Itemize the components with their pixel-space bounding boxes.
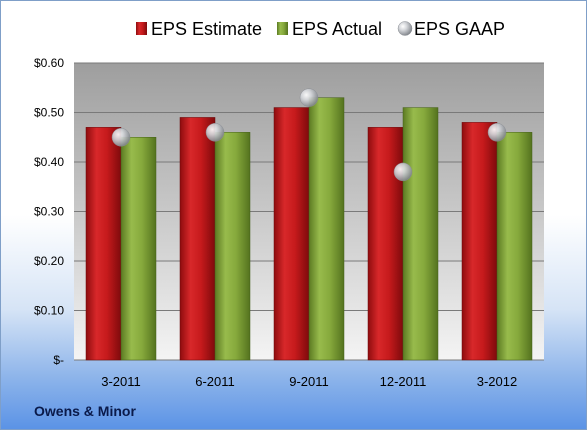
bar-eps-estimate xyxy=(461,122,498,361)
y-tick-label: $0.50 xyxy=(34,106,64,120)
point-eps-gaap xyxy=(111,128,131,147)
y-tick-label: $0.20 xyxy=(34,254,64,268)
bar-eps-actual xyxy=(496,132,533,361)
x-tick-label: 6-2011 xyxy=(195,374,235,389)
y-tick-label: $0.40 xyxy=(34,155,64,169)
legend-label: EPS Actual xyxy=(292,19,382,39)
y-tick-label: $0.10 xyxy=(34,304,64,318)
legend-label: EPS Estimate xyxy=(151,19,262,39)
legend: EPS Estimate EPS Actual EPS GAAP xyxy=(136,19,505,39)
point-eps-gaap xyxy=(299,88,319,107)
point-eps-gaap xyxy=(393,162,413,182)
point-eps-gaap xyxy=(205,123,225,142)
x-tick-label: 3-2011 xyxy=(101,374,141,389)
legend-swatch xyxy=(397,21,413,36)
y-tick-label: $0.60 xyxy=(34,56,64,70)
y-axis: $- $0.10 $0.20 $0.30 $0.40 $0.50 $0.60 xyxy=(34,56,64,367)
x-tick-label: 12-2011 xyxy=(380,374,427,389)
bar-eps-actual xyxy=(120,137,157,361)
bar-eps-actual xyxy=(402,107,439,361)
y-tick-label: $- xyxy=(53,353,64,367)
bar-eps-actual xyxy=(308,97,345,361)
bar-eps-estimate xyxy=(179,117,216,361)
company-name: Owens & Minor xyxy=(34,403,136,419)
bar-eps-actual xyxy=(214,132,251,361)
bar-eps-estimate xyxy=(85,127,122,361)
x-axis: 3-2011 6-2011 9-2011 12-2011 3-2012 xyxy=(101,374,517,389)
gaap-points xyxy=(111,88,507,182)
bars xyxy=(85,97,533,361)
bar-eps-estimate xyxy=(367,127,404,361)
legend-swatch xyxy=(277,22,288,35)
legend-label: EPS GAAP xyxy=(414,19,505,39)
x-tick-label: 9-2011 xyxy=(289,374,329,389)
bar-eps-estimate xyxy=(273,107,310,361)
legend-swatch xyxy=(136,22,147,35)
point-eps-gaap xyxy=(487,123,507,142)
y-tick-label: $0.30 xyxy=(34,205,64,219)
x-tick-label: 3-2012 xyxy=(477,374,517,389)
